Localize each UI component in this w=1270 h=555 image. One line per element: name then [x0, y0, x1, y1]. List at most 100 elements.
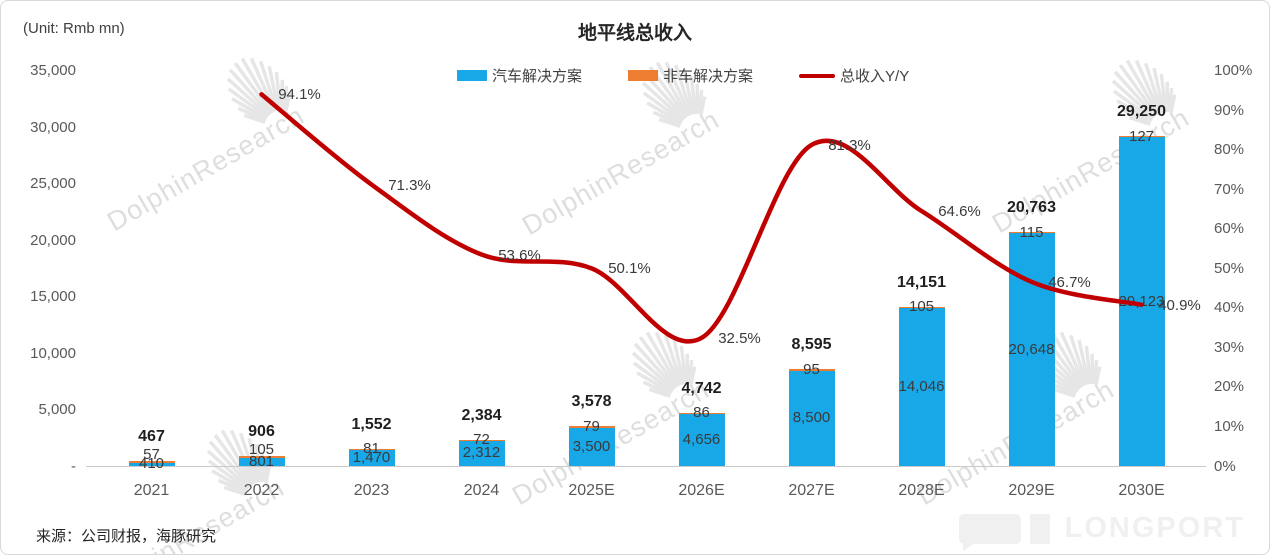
bar-auto-2021 — [128, 461, 175, 467]
y-axis-tick-right: 40% — [1214, 299, 1245, 317]
legend: 汽车解决方案 非车解决方案 总收入Y/Y — [457, 65, 909, 86]
x-axis-label: 2028E — [898, 482, 945, 499]
y-axis-tick-left: 25,000 — [30, 175, 76, 192]
x-axis-line — [86, 466, 1206, 467]
nonauto-value-label: 115 — [1019, 223, 1044, 241]
y-axis-tick-right: 50% — [1214, 259, 1245, 277]
auto-value-label: 410 — [138, 455, 165, 473]
watermark-text: DolphinResearch — [102, 100, 310, 238]
unit-label: (Unit: Rmb mn) — [23, 20, 125, 37]
total-label: 906 — [248, 423, 275, 441]
yoy-label: 40.9% — [1158, 296, 1201, 314]
total-label: 4,742 — [681, 379, 722, 397]
yoy-label: 81.3% — [828, 136, 871, 154]
bar-auto-2025E — [568, 426, 615, 467]
auto-solutions-swatch-icon — [457, 70, 487, 81]
legend-label: 总收入Y/Y — [840, 68, 910, 85]
x-axis-label: 2021 — [133, 482, 170, 499]
x-axis-label: 2022 — [243, 482, 280, 499]
yoy-label: 53.6% — [498, 246, 541, 264]
bar-nonauto-2026E — [678, 412, 725, 415]
y-axis-tick-left: 20,000 — [30, 231, 76, 249]
y-axis-tick-right: 80% — [1214, 141, 1245, 159]
auto-value-label: 1,470 — [352, 449, 391, 467]
bar-auto-2027E — [788, 370, 835, 467]
y-axis-tick-right: 20% — [1214, 378, 1245, 396]
legend-label: 汽车解决方案 — [492, 68, 583, 85]
y-axis-tick-left: 10,000 — [30, 344, 76, 362]
x-axis-label: 2025E — [568, 482, 615, 499]
auto-value-label: 3,500 — [572, 437, 611, 455]
auto-value-label: 8,500 — [792, 409, 831, 427]
bar-auto-2023 — [348, 449, 395, 467]
total-label: 1,552 — [351, 415, 392, 433]
bar-auto-2022 — [238, 457, 285, 467]
nonauto-value-label: 57 — [143, 445, 160, 463]
y-axis-tick-left: - — [71, 457, 76, 475]
y-axis-tick-right: 100% — [1214, 62, 1253, 79]
auto-value-label: 4,656 — [682, 431, 721, 449]
bar-nonauto-2022 — [238, 456, 285, 458]
auto-value-label: 801 — [248, 452, 275, 470]
total-label: 467 — [138, 428, 165, 446]
x-axis-label: 2023 — [353, 482, 390, 499]
x-axis-label: 2027E — [788, 482, 835, 499]
bar-nonauto-2023 — [348, 448, 395, 451]
total-label: 3,578 — [571, 393, 612, 411]
y-axis-tick-left: 15,000 — [30, 288, 76, 305]
total-label: 14,151 — [897, 273, 946, 291]
legend-label: 非车解决方案 — [663, 68, 754, 85]
longport-wordmark: LONGPORT — [1064, 512, 1245, 544]
legend-item-nonauto-solutions: 非车解决方案 — [628, 65, 753, 86]
auto-value-label: 20,648 — [1008, 340, 1055, 358]
y-axis-tick-right: 30% — [1214, 338, 1245, 356]
legend-item-yoy: 总收入Y/Y — [799, 65, 909, 86]
y-axis-tick-right: 10% — [1214, 417, 1245, 435]
nonauto-value-label: 95 — [803, 360, 820, 378]
source-note: 来源：公司财报，海豚研究 — [36, 528, 217, 545]
yoy-label: 32.5% — [718, 329, 761, 347]
nonauto-solutions-swatch-icon — [628, 70, 659, 81]
y-axis-tick-right: 60% — [1214, 220, 1245, 238]
yoy-label: 94.1% — [278, 86, 321, 104]
nonauto-value-label: 105 — [248, 440, 275, 458]
bar-auto-2026E — [678, 413, 725, 467]
y-axis-tick-right: 90% — [1214, 101, 1245, 119]
total-label: 2,384 — [461, 406, 502, 424]
nonauto-value-label: 86 — [693, 404, 710, 422]
longport-bubble-icon — [958, 513, 1021, 551]
yoy-label: 71.3% — [388, 176, 431, 194]
total-label: 29,250 — [1117, 102, 1166, 120]
auto-value-label: 2,312 — [462, 444, 501, 462]
nonauto-value-label: 81 — [363, 440, 380, 458]
yoy-label: 46.7% — [1048, 273, 1091, 291]
y-axis-tick-right: 0% — [1214, 457, 1236, 475]
longport-logo: LONGPORT — [958, 512, 1245, 551]
x-axis-label: 2026E — [678, 482, 725, 499]
bar-nonauto-2024 — [458, 439, 505, 442]
longport-bar-icon — [1029, 513, 1050, 544]
nonauto-value-label: 105 — [908, 298, 935, 316]
nonauto-value-label: 127 — [1128, 127, 1155, 145]
watermark-text: DolphinResearch — [517, 104, 725, 242]
auto-value-label: 14,046 — [898, 378, 945, 396]
bar-nonauto-2021 — [128, 461, 175, 463]
x-axis-label: 2030E — [1118, 482, 1165, 499]
y-axis-tick-left: 5,000 — [38, 401, 76, 418]
y-axis-tick-right: 70% — [1214, 180, 1245, 198]
nonauto-value-label: 79 — [583, 417, 600, 435]
yoy-label: 64.6% — [938, 203, 981, 220]
x-axis-label: 2029E — [1008, 482, 1055, 499]
y-axis-tick-left: 35,000 — [30, 62, 76, 79]
bar-nonauto-2027E — [788, 369, 835, 371]
chart-title: 地平线总收入 — [577, 23, 692, 44]
nonauto-value-label: 72 — [473, 430, 490, 448]
bar-nonauto-2025E — [568, 426, 615, 428]
yoy-line-swatch-icon — [799, 73, 836, 78]
y-axis-tick-left: 30,000 — [30, 118, 76, 136]
bar-auto-2024 — [458, 440, 505, 467]
yoy-label: 50.1% — [608, 260, 651, 278]
legend-item-auto-solutions: 汽车解决方案 — [457, 65, 582, 86]
x-axis-label: 2024 — [463, 482, 500, 499]
